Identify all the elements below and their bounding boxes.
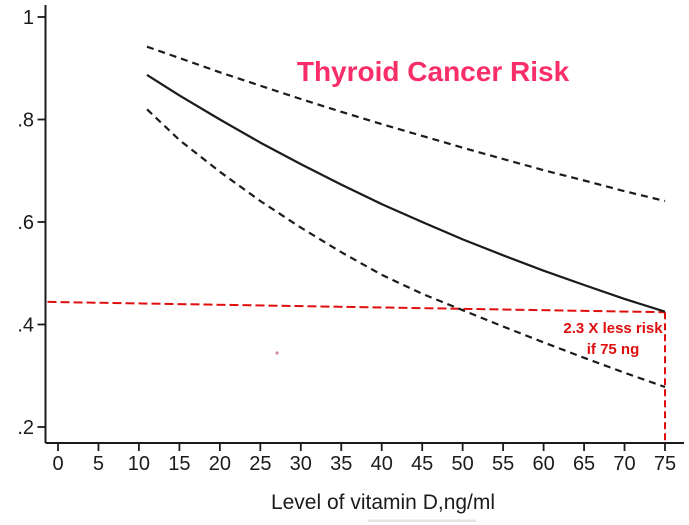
x-tick-label: 30 bbox=[290, 453, 312, 475]
cropped-text-artifact bbox=[368, 519, 476, 522]
y-tick-label: .2 bbox=[17, 417, 34, 439]
x-tick-label: 0 bbox=[52, 453, 63, 475]
x-tick-label: 65 bbox=[573, 453, 595, 475]
x-tick-label: 70 bbox=[613, 453, 635, 475]
series-risk-estimate bbox=[146, 73, 666, 313]
x-tick-label: 50 bbox=[452, 453, 474, 475]
x-tick-label: 10 bbox=[128, 453, 150, 475]
risk-annotation-line2: if 75 ng bbox=[586, 341, 640, 358]
y-tick-label: 1 bbox=[23, 7, 34, 29]
x-tick-label: 20 bbox=[209, 453, 231, 475]
x-tick-label: 35 bbox=[330, 453, 352, 475]
risk-annotation: 2.3 X less risk if 75 ng bbox=[563, 318, 662, 360]
y-tick-label: .4 bbox=[17, 315, 34, 337]
x-tick-label: 75 bbox=[654, 453, 676, 475]
x-tick-label: 15 bbox=[168, 453, 190, 475]
x-tick-label: 55 bbox=[492, 453, 514, 475]
x-axis-title: Level of vitamin D,ng/ml bbox=[270, 491, 496, 514]
risk-annotation-line1: 2.3 X less risk bbox=[563, 320, 663, 337]
x-tick-label: 60 bbox=[532, 453, 554, 475]
reference-line bbox=[47, 300, 666, 314]
y-tick-label: .6 bbox=[17, 212, 34, 234]
x-tick-label: 25 bbox=[249, 453, 271, 475]
stray-dot-artifact bbox=[275, 351, 279, 355]
x-tick-label: 40 bbox=[371, 453, 393, 475]
x-tick-label: 45 bbox=[411, 453, 433, 475]
y-tick-label: .8 bbox=[17, 110, 34, 132]
series-upper-confidence-band bbox=[146, 45, 666, 203]
x-tick-label: 5 bbox=[93, 453, 104, 475]
chart-title: Thyroid Cancer Risk bbox=[296, 56, 570, 87]
